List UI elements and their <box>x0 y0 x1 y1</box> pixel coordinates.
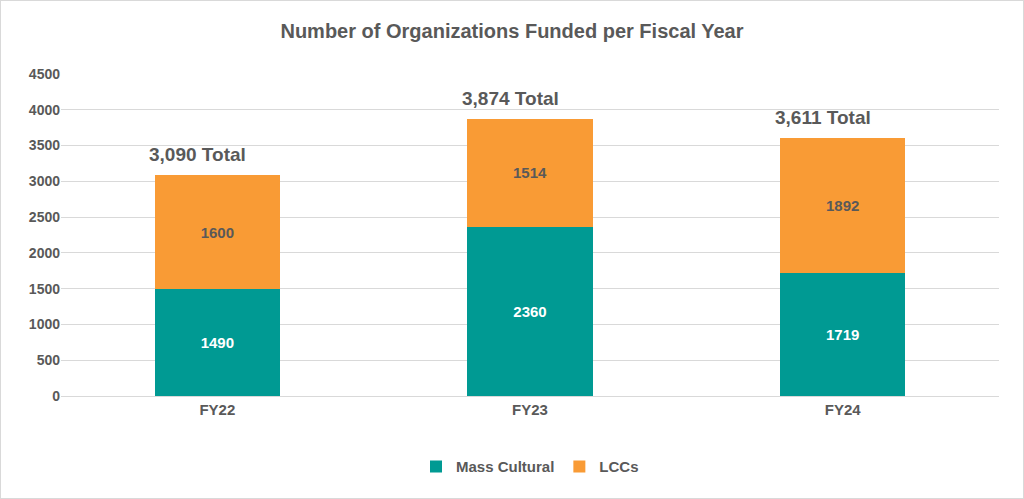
svg-text:3000: 3000 <box>29 173 60 189</box>
svg-text:4500: 4500 <box>29 66 60 82</box>
svg-text:1719: 1719 <box>826 326 859 343</box>
svg-text:3500: 3500 <box>29 137 60 153</box>
svg-text:FY23: FY23 <box>512 401 548 418</box>
svg-text:2360: 2360 <box>513 303 546 320</box>
svg-text:3,090 Total: 3,090 Total <box>149 144 246 165</box>
svg-text:Number of Organizations Funded: Number of Organizations Funded per Fisca… <box>280 20 743 42</box>
svg-text:0: 0 <box>52 388 60 404</box>
svg-text:1490: 1490 <box>201 334 234 351</box>
svg-text:3,611 Total: 3,611 Total <box>775 107 871 128</box>
svg-text:4000: 4000 <box>29 102 60 118</box>
svg-text:500: 500 <box>37 352 61 368</box>
svg-text:1892: 1892 <box>826 197 859 214</box>
svg-text:1500: 1500 <box>29 281 60 297</box>
svg-text:1600: 1600 <box>201 224 234 241</box>
svg-text:FY24: FY24 <box>825 401 862 418</box>
svg-text:1514: 1514 <box>513 164 547 181</box>
svg-text:1000: 1000 <box>29 316 60 332</box>
svg-text:2500: 2500 <box>29 209 60 225</box>
svg-text:3,874 Total: 3,874 Total <box>462 88 559 109</box>
svg-text:LCCs: LCCs <box>599 458 638 475</box>
svg-text:2000: 2000 <box>29 245 60 261</box>
svg-text:FY22: FY22 <box>199 401 235 418</box>
svg-text:Mass Cultural: Mass Cultural <box>456 458 554 475</box>
